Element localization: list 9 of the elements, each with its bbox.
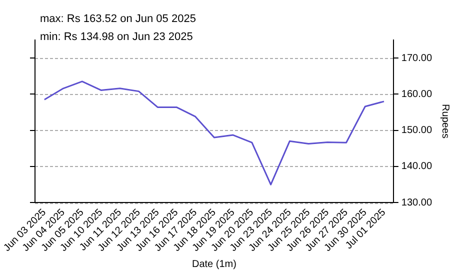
y-tick-label: 140.00 — [401, 161, 432, 172]
y-tick-label: 150.00 — [401, 125, 432, 136]
chart-title: max: Rs 163.52 on Jun 05 2025 — [40, 12, 196, 27]
x-axis-title: Date (1m) — [192, 258, 236, 270]
chart-subtitle: min: Rs 134.98 on Jun 23 2025 — [40, 30, 194, 45]
y-tick-label: 130.00 — [401, 197, 432, 208]
y-tick-label: 170.00 — [401, 52, 432, 64]
y-tick-label: 160.00 — [401, 88, 432, 100]
y-axis-title: Rupees — [439, 104, 450, 139]
